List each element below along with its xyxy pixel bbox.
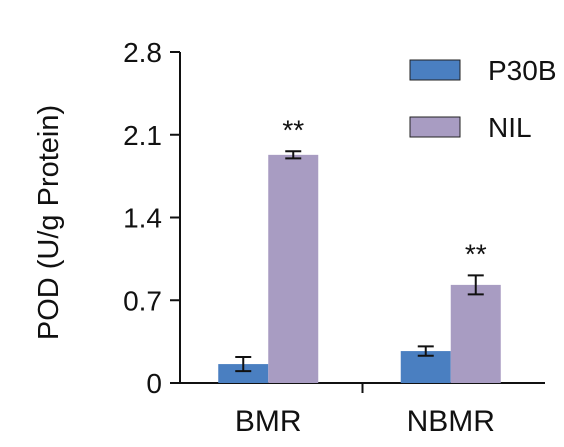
y-tick-label: 2.1 bbox=[123, 120, 162, 151]
y-tick-label: 1.4 bbox=[123, 203, 162, 234]
legend-label: NIL bbox=[488, 112, 532, 143]
y-axis-title: POD (U/g Protein) bbox=[33, 105, 65, 340]
y-tick-label: 0 bbox=[146, 368, 162, 399]
y-tick-label: 0.7 bbox=[123, 285, 162, 316]
x-category-label: NBMR bbox=[407, 405, 495, 438]
legend-swatch bbox=[409, 59, 461, 81]
y-tick-label: 2.8 bbox=[123, 37, 162, 68]
legend-group: P30B NIL bbox=[409, 55, 557, 143]
bar-nil-bmr bbox=[268, 154, 319, 383]
x-category-label: BMR bbox=[235, 405, 302, 438]
bar-nil-nbmr bbox=[450, 284, 501, 383]
bars-group bbox=[218, 150, 501, 383]
labels-group: 0 0.7 1.4 2.1 2.8 POD (U/g Protein) BMR ** NBMR *… bbox=[33, 37, 495, 438]
legend-swatch bbox=[409, 116, 461, 138]
significance-label: ** bbox=[282, 114, 304, 145]
significance-label: ** bbox=[465, 238, 487, 269]
bar-p30b-bmr bbox=[218, 364, 269, 383]
legend-label: P30B bbox=[488, 55, 557, 86]
